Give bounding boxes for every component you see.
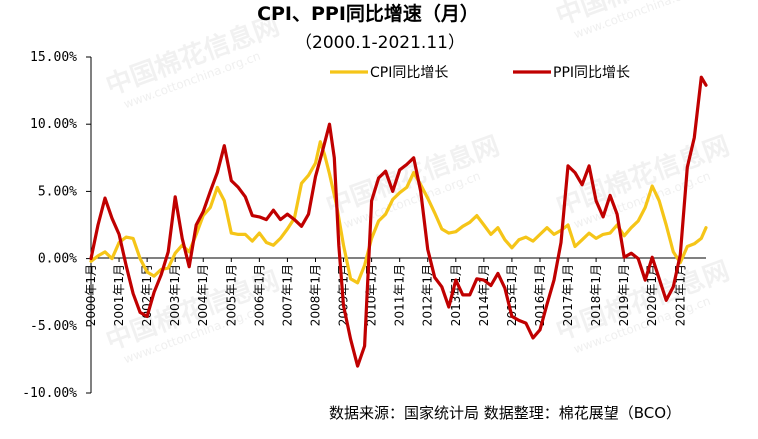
x-tick-label: 2003年1月 <box>168 264 182 326</box>
x-tick-label: 2016年1月 <box>533 264 547 326</box>
legend-label-ppi: PPI同比增长 <box>553 65 630 81</box>
series-layer <box>89 75 708 368</box>
x-tick-label: 2012年1月 <box>421 264 435 326</box>
x-tick-label: 2019年1月 <box>617 264 631 326</box>
x-tick-label: 2020年1月 <box>645 264 659 326</box>
x-tick-label: 2001年1月 <box>112 264 126 326</box>
chart-subtitle: （2000.1-2021.11） <box>295 33 465 53</box>
x-tick-label: 2013年1月 <box>449 264 463 326</box>
x-tick-label: 2021年1月 <box>673 264 687 326</box>
axes-layer: 15.00% 10.00% 5.00% 0.00% -5.00% -10.00% 2000年… <box>22 50 706 401</box>
x-tick-label: 2011年1月 <box>393 264 407 326</box>
legend-label-cpi: CPI同比增长 <box>370 65 448 81</box>
x-tick-label: 2000年1月 <box>84 264 98 326</box>
y-tick-label: 15.00% <box>30 50 77 65</box>
y-tick-label: -10.00% <box>22 386 77 401</box>
x-tick-label: 2008年1月 <box>308 264 322 326</box>
x-tick-label: 2005年1月 <box>224 264 238 326</box>
x-tick-label: 2007年1月 <box>280 264 294 326</box>
y-tick-label: 0.00% <box>38 252 77 267</box>
x-tick-label: 2017年1月 <box>561 264 575 326</box>
y-tick-label: 10.00% <box>30 117 77 132</box>
ppi-series-line <box>89 75 708 368</box>
x-tick-label: 2006年1月 <box>252 264 266 326</box>
source-note: 数据来源：国家统计局 数据整理：棉花展望（BCO） <box>329 404 681 422</box>
x-tick-label: 2015年1月 <box>505 264 519 326</box>
x-tick-label: 2014年1月 <box>477 264 491 326</box>
x-tick-label: 2004年1月 <box>196 264 210 326</box>
legend: CPI同比增长 PPI同比增长 <box>330 65 630 81</box>
x-tick-label: 2018年1月 <box>589 264 603 326</box>
chart-title: CPI、PPI同比增速（月） <box>257 2 479 25</box>
x-tick-label: 2002年1月 <box>140 264 154 326</box>
y-tick-label: -5.00% <box>30 319 77 334</box>
y-tick-label: 5.00% <box>38 184 77 199</box>
